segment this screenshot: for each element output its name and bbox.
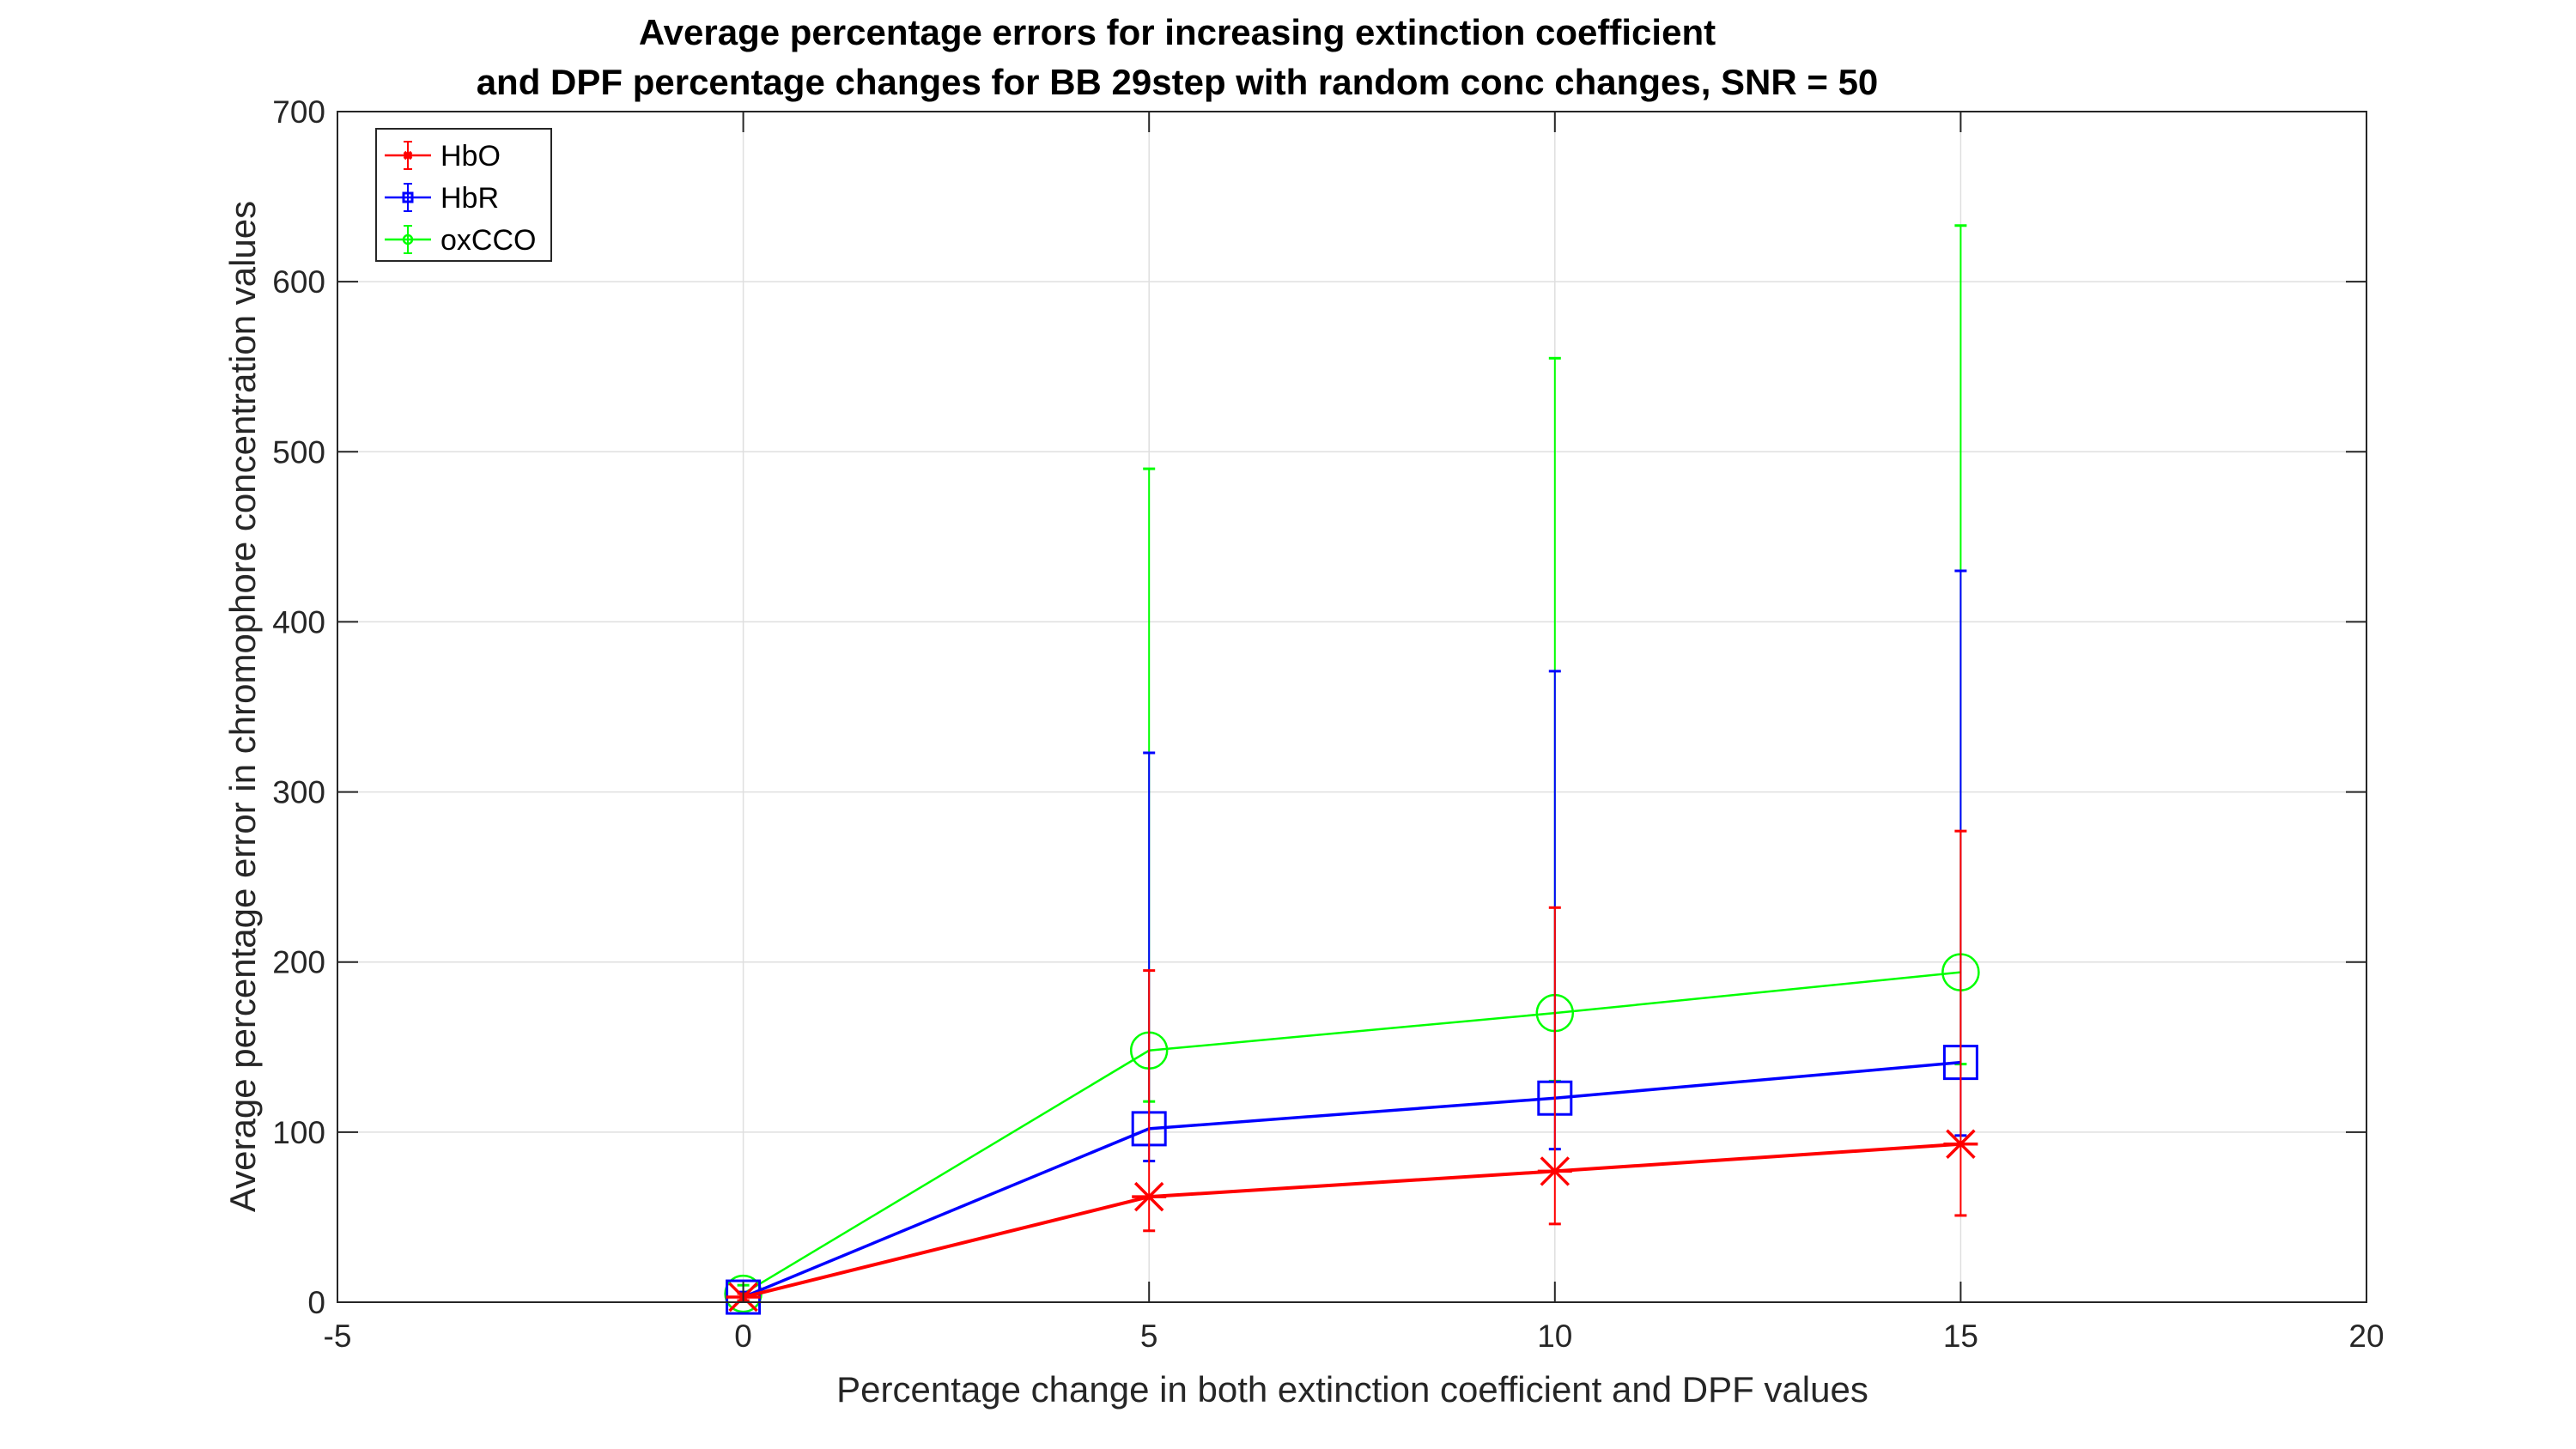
square-marker [402, 191, 414, 203]
x-tick-label: 20 [2348, 1319, 2384, 1354]
y-tick-label: 300 [272, 775, 325, 810]
y-tick-label: 0 [307, 1285, 325, 1320]
asterisk-marker [1132, 1181, 1167, 1212]
y-tick-label: 100 [272, 1115, 325, 1150]
series-line [742, 1060, 1961, 1299]
series-line [742, 971, 1961, 1295]
legend-label: HbR [440, 182, 499, 215]
legend: HbO HbR oxCCO [375, 128, 552, 262]
legend-item-hbo: HbO [385, 140, 501, 173]
y-axis-label: Average percentage error in chromophore … [222, 201, 263, 1212]
series-hbo [726, 829, 1978, 1313]
x-tick-label: 10 [1537, 1319, 1572, 1354]
asterisk-marker [1537, 1156, 1572, 1186]
x-tick-label: -5 [324, 1319, 352, 1354]
y-tick-label: 200 [272, 945, 325, 980]
legend-item-oxcco: oxCCO [385, 224, 536, 257]
legend-item-hbr: HbR [385, 182, 499, 215]
plot-background [337, 112, 2366, 1302]
axes-box [337, 111, 2367, 1303]
asterisk-marker [403, 150, 413, 161]
y-tick-label: 600 [272, 264, 325, 300]
chart-title-line1: Average percentage errors for increasing… [639, 12, 1716, 52]
x-axis-label: Percentage change in both extinction coe… [836, 1369, 1868, 1410]
circle-marker [402, 233, 414, 246]
series-layer [724, 224, 1980, 1315]
series-line [743, 1142, 1961, 1299]
x-tick-label: 0 [734, 1319, 752, 1354]
y-tick-label: 400 [272, 604, 325, 640]
legend-label: oxCCO [440, 224, 536, 257]
legend-label: HbO [440, 140, 501, 173]
y-tick-label: 700 [272, 94, 325, 130]
x-tick-label: 5 [1140, 1319, 1158, 1354]
y-tick-label: 500 [272, 434, 325, 470]
asterisk-marker [1943, 1129, 1978, 1159]
x-tick-label: 15 [1943, 1319, 1978, 1354]
chart-title-line2: and DPF percentage changes for BB 29step… [477, 62, 1879, 102]
